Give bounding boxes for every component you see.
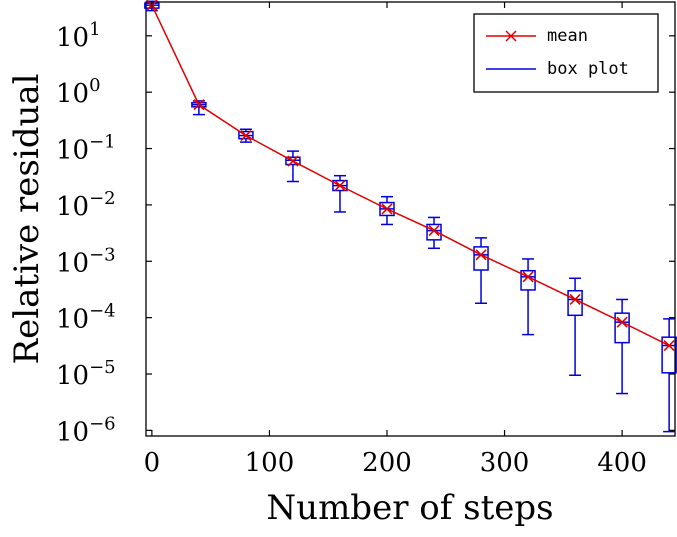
axis-ticks: 0 100 200 300 400 101 100 10−1 10−2 10−3 10−4 10−5 1… [56, 2, 675, 478]
mean-point [287, 155, 299, 167]
box-body [520, 269, 536, 291]
y-tick-label: 10−3 [56, 244, 116, 278]
box-plot [520, 258, 536, 336]
mean-point [428, 225, 440, 237]
x-axis-label: Number of steps [266, 488, 553, 528]
box-plot [614, 298, 630, 395]
box-plot [285, 150, 301, 183]
box-plot [473, 237, 489, 304]
chart-marks [144, 0, 677, 433]
box-plot [567, 277, 583, 377]
legend-mean-label: mean [547, 26, 588, 46]
legend: mean box plot [473, 13, 659, 93]
box-body [426, 223, 442, 241]
mean-point [475, 249, 487, 261]
box-body [661, 336, 677, 374]
mean-point [663, 339, 675, 352]
y-tick-label: 10−6 [56, 413, 116, 447]
x-tick-label: 300 [480, 448, 530, 478]
mean-point [334, 180, 346, 192]
x-tick-label: 0 [144, 448, 161, 478]
box-body [614, 312, 630, 344]
x-tick-label: 100 [245, 448, 295, 478]
y-tick-label: 10−1 [56, 132, 116, 166]
x-tick-label: 200 [362, 448, 412, 478]
x-tick-label: 400 [597, 448, 647, 478]
y-tick-label: 10−5 [56, 357, 116, 391]
legend-mean-marker [505, 30, 517, 42]
legend-box [473, 13, 659, 93]
mean-point [193, 99, 205, 111]
y-tick-label: 10−2 [56, 188, 116, 222]
mean-point [616, 316, 628, 328]
mean-point [569, 293, 581, 306]
mean-line [151, 4, 670, 347]
legend-box-label: box plot [547, 59, 629, 79]
mean-point [240, 129, 252, 142]
box-plot [661, 318, 677, 433]
box-plot [238, 128, 254, 143]
y-tick-label: 101 [56, 19, 101, 53]
mean-point [381, 203, 393, 215]
mean-point [522, 271, 534, 283]
y-tick-label: 100 [56, 75, 101, 109]
y-tick-label: 10−4 [56, 301, 116, 335]
plot-frame [145, 1, 676, 437]
y-axis-label: Relative residual [7, 73, 47, 364]
